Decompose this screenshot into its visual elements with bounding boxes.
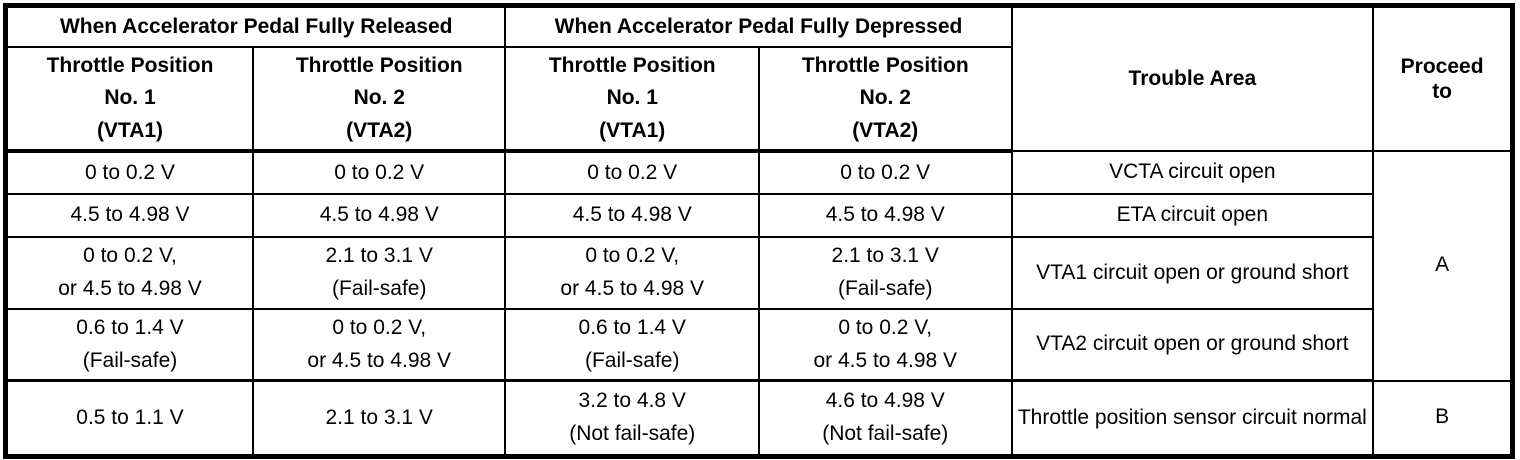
subheader-vta2-depressed: Throttle Position No. 2 (VTA2) — [757, 46, 1013, 153]
cell-vta2-depressed: 4.5 to 4.98 V — [757, 193, 1013, 238]
cell-vta1-released: 0 to 0.2 V — [4, 150, 254, 195]
cell-trouble-area: VTA1 circuit open or ground short — [1010, 236, 1375, 310]
cell-vta2-released: 2.1 to 3.1 V (Fail-safe) — [251, 236, 507, 310]
cell-vta1-released: 0 to 0.2 V, or 4.5 to 4.98 V — [4, 236, 254, 310]
cell-vta1-depressed: 0 to 0.2 V — [504, 150, 760, 195]
table-header: When Accelerator Pedal Fully Released Wh… — [4, 4, 1514, 153]
cell-vta2-released: 0 to 0.2 V — [251, 150, 507, 195]
cell-vta1-released: 0.6 to 1.4 V (Fail-safe) — [4, 308, 254, 382]
throttle-position-diagnostic-table: When Accelerator Pedal Fully Released Wh… — [3, 3, 1515, 459]
cell-proceed-b: B — [1372, 379, 1514, 458]
cell-vta2-released: 0 to 0.2 V, or 4.5 to 4.98 V — [251, 308, 507, 382]
header-trouble-area: Trouble Area — [1010, 4, 1375, 152]
table-body: 0 to 0.2 V 0 to 0.2 V 0 to 0.2 V 0 to 0.… — [4, 150, 1514, 458]
table-row: 0 to 0.2 V 0 to 0.2 V 0 to 0.2 V 0 to 0.… — [4, 150, 1514, 382]
cell-trouble-area: VTA2 circuit open or ground short — [1010, 308, 1375, 382]
header-sub-row: Throttle Position No. 1 (VTA1) Throttle … — [4, 46, 1513, 153]
cell-vta2-released: 2.1 to 3.1 V — [251, 379, 507, 458]
cell-vta1-depressed: 0 to 0.2 V, or 4.5 to 4.98 V — [504, 236, 760, 310]
subheader-vta2-released: Throttle Position No. 2 (VTA2) — [251, 46, 507, 153]
cell-trouble-area: VCTA circuit open — [1010, 150, 1375, 195]
subheader-vta1-released: Throttle Position No. 1 (VTA1) — [4, 46, 254, 153]
table-row: 0 to 0.2 V, or 4.5 to 4.98 V 2.1 to 3.1 … — [4, 236, 1513, 310]
cell-vta2-depressed: 0 to 0.2 V — [757, 150, 1013, 195]
cell-vta2-depressed: 4.6 to 4.98 V (Not fail-safe) — [757, 379, 1013, 458]
cell-vta2-released: 4.5 to 4.98 V — [251, 193, 507, 238]
cell-vta1-released: 4.5 to 4.98 V — [4, 193, 254, 238]
cell-trouble-area: ETA circuit open — [1010, 193, 1375, 238]
table-row: 0.5 to 1.1 V 2.1 to 3.1 V 3.2 to 4.8 V (… — [4, 379, 1514, 458]
cell-vta2-depressed: 2.1 to 3.1 V (Fail-safe) — [757, 236, 1013, 310]
table-row: 0.6 to 1.4 V (Fail-safe) 0 to 0.2 V, or … — [4, 308, 1513, 382]
cell-vta1-depressed: 4.5 to 4.98 V — [504, 193, 760, 238]
header-pedal-released: When Accelerator Pedal Fully Released — [4, 4, 507, 48]
cell-proceed-a: A — [1372, 150, 1514, 382]
header-group-row: When Accelerator Pedal Fully Released Wh… — [4, 4, 1514, 152]
cell-vta1-depressed: 0.6 to 1.4 V (Fail-safe) — [504, 308, 760, 382]
subheader-vta1-depressed: Throttle Position No. 1 (VTA1) — [504, 46, 760, 153]
cell-vta2-depressed: 0 to 0.2 V, or 4.5 to 4.98 V — [757, 308, 1013, 382]
table-row: 4.5 to 4.98 V 4.5 to 4.98 V 4.5 to 4.98 … — [4, 193, 1513, 238]
cell-vta1-depressed: 3.2 to 4.8 V (Not fail-safe) — [504, 379, 760, 458]
cell-vta1-released: 0.5 to 1.1 V — [4, 379, 254, 458]
header-pedal-depressed: When Accelerator Pedal Fully Depressed — [504, 4, 1013, 48]
cell-trouble-area: Throttle position sensor circuit normal — [1010, 379, 1375, 458]
header-proceed-to: Proceed to — [1372, 4, 1514, 152]
